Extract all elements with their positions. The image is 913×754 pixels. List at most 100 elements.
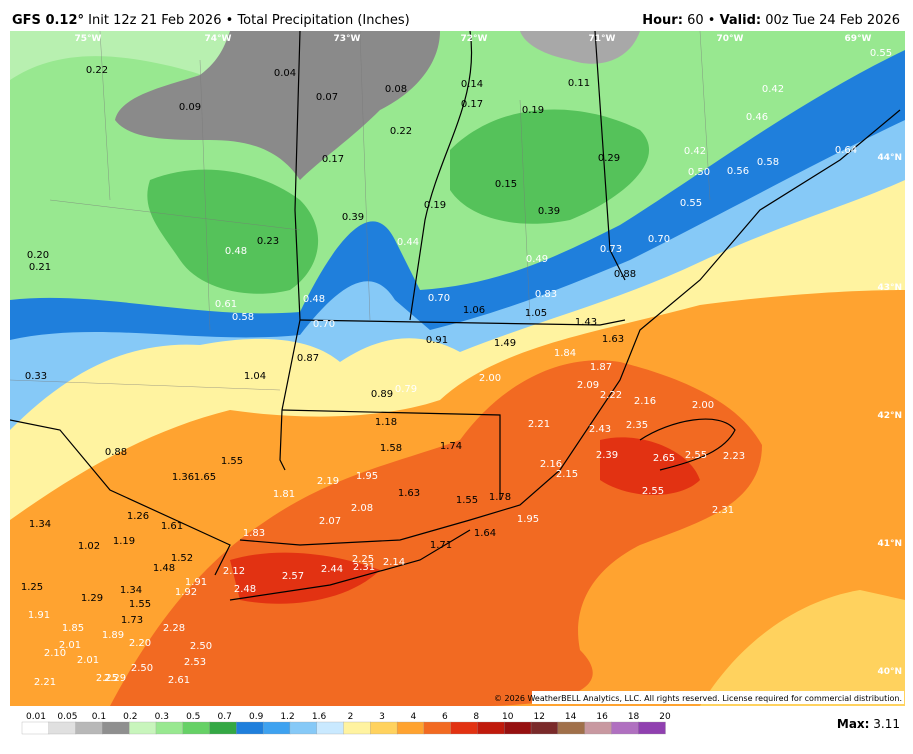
longitude-label: 73°W [334,34,361,44]
valid: 00z Tue 24 Feb 2026 [765,13,900,28]
station-value: 1.84 [554,348,576,359]
station-value: 0.08 [385,84,407,95]
station-value: 0.55 [870,48,892,59]
cape-cod [639,418,736,471]
latitude-label: 41°N [877,539,902,549]
station-value: 1.52 [171,553,193,564]
station-value: 2.43 [589,424,611,435]
valid-label: Valid: [720,13,762,28]
station-value: 2.25 [96,673,118,684]
colorbar-swatch [155,721,184,735]
copyright-box [532,691,904,704]
station-value: 0.44 [397,237,419,248]
station-value: 0.70 [428,293,450,304]
station-value: 0.50 [688,167,710,178]
colorbar-label: 2 [348,712,354,722]
station-value: 0.56 [727,166,749,177]
labels: 75°W 74°W 73°W 72°W 71°W 70°W 69°W 44°N 43°N 42°N… [21,34,902,688]
colorbar-label: 20 [659,712,671,722]
longitude-label: 71°W [589,34,616,44]
station-value: 2.14 [383,557,405,568]
colorbar-swatch [477,721,505,735]
station-value: 1.48 [153,563,175,574]
colorbar-swatch [236,721,264,735]
colorbar-label: 12 [533,712,544,722]
station-value: 0.70 [313,319,335,330]
station-value: 0.07 [316,92,338,103]
station-value: 2.55 [642,486,664,497]
station-value: 0.88 [614,269,636,280]
copyright: © 2026 WeatherBELL Analytics, LLC. All r… [494,694,902,703]
station-value: 0.55 [680,198,702,209]
station-value: 2.25 [352,554,374,565]
product: Total Precipitation (Inches) [236,13,409,28]
station-value: 2.01 [59,640,81,651]
station-value: 0.20 [27,250,49,261]
station-value: 0.64 [835,145,857,156]
station-value: 0.89 [371,389,393,400]
station-value: 2.15 [556,469,578,480]
colorbar-swatch [423,721,452,735]
field-green [147,109,650,294]
station-value: 1.81 [273,489,295,500]
station-value: 0.21 [29,262,51,273]
station-value: 0.79 [395,384,417,395]
station-value: 0.58 [757,157,779,168]
station-value: 2.48 [234,584,256,595]
station-value: 1.64 [474,528,496,539]
station-value: 2.53 [184,657,206,668]
station-value: 0.61 [215,299,237,310]
station-value: 1.55 [221,456,243,467]
station-value: 0.22 [86,65,108,76]
station-value: 1.87 [590,362,612,373]
station-value: 0.46 [746,112,768,123]
station-value: 2.39 [596,450,618,461]
station-value: 2.16 [634,396,656,407]
station-value: 2.65 [653,453,675,464]
station-value: 0.42 [684,146,706,157]
colorbar: 0.01 0.05 0.1 0.2 0.3 0.5 0.7 0.9 1.2 1.6 2 3 4 6 8 10 1… [21,712,671,735]
latitude-label: 43°N [877,283,902,293]
station-value: 1.71 [430,540,452,551]
station-value: 2.61 [168,675,190,686]
border-ny-vt [279,31,301,471]
station-value: 0.73 [600,244,622,255]
station-value: 2.10 [44,648,66,659]
colorbar-label: 0.1 [92,712,106,722]
station-value: 0.42 [762,84,784,95]
station-value: 0.04 [274,68,296,79]
colorbar-swatch [530,721,559,735]
longitude-label: 69°W [845,34,872,44]
station-value: 1.73 [121,615,143,626]
separator: • [226,13,234,28]
station-value: 1.43 [575,317,597,328]
colorbar-label: 0.5 [186,712,200,722]
station-value: 0.49 [526,254,548,265]
colorbar-label: 14 [565,712,577,722]
model: GFS 0.12° [12,13,84,28]
station-value: 2.19 [317,476,339,487]
longitude-label: 74°W [205,34,232,44]
borders [10,31,901,601]
colorbar-swatch [450,721,479,735]
colorbar-swatch [75,721,104,735]
colorbar-label: 0.9 [249,712,264,722]
colorbar-swatch [262,721,291,735]
station-value: 2.57 [282,571,304,582]
colorbar-label: 10 [502,712,514,722]
long-island [229,529,471,601]
station-value: 2.21 [528,419,550,430]
station-value: 1.04 [244,371,266,382]
field-red-orange [110,360,762,706]
station-value: 0.39 [342,212,364,223]
station-value: 2.09 [577,380,599,391]
station-value: 0.91 [426,335,448,346]
station-value: 1.34 [120,585,142,596]
station-value: 0.19 [522,105,544,116]
station-value: 0.29 [598,153,620,164]
station-value: 1.55 [456,495,478,506]
station-value: 1.58 [380,443,402,454]
station-value: 2.55 [685,450,707,461]
station-value: 2.31 [353,562,375,573]
station-value: 0.11 [568,78,590,89]
